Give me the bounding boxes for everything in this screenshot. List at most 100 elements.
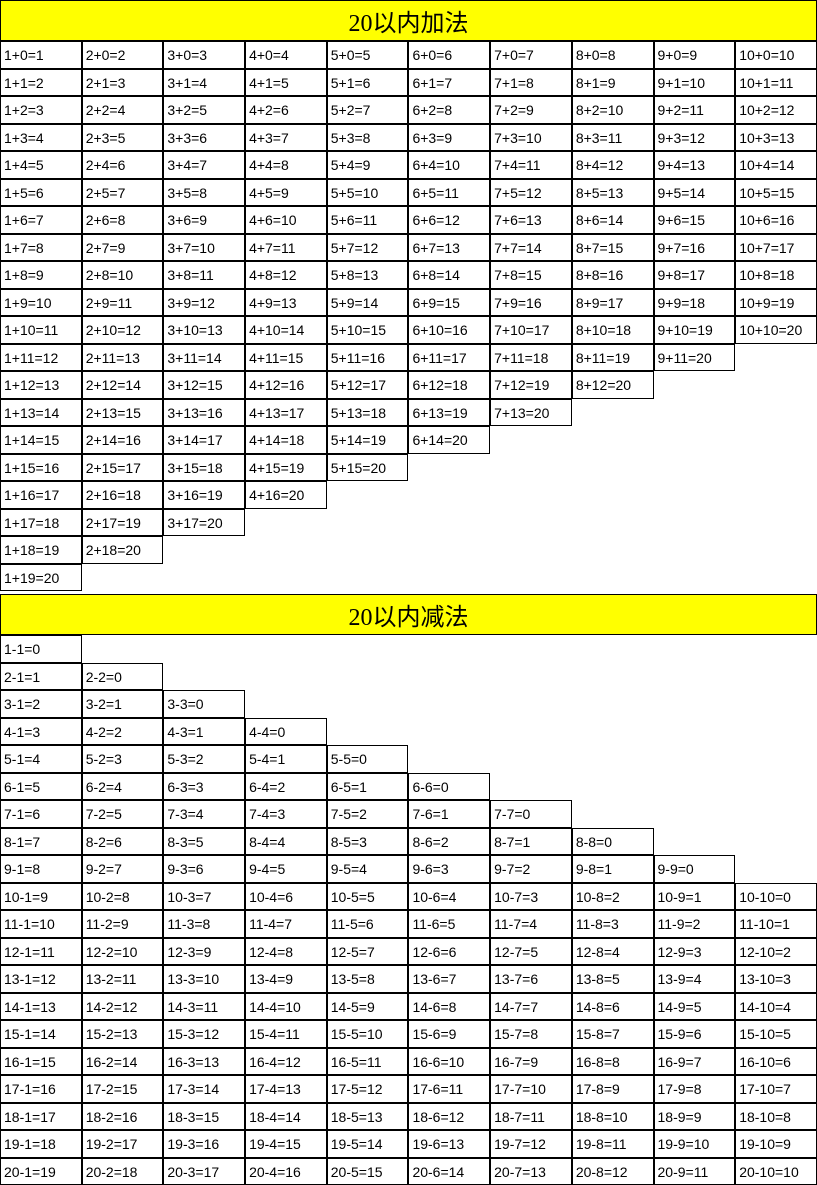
table-cell: 11-10=1 — [735, 910, 817, 938]
table-cell: 1+15=16 — [0, 454, 82, 482]
table-cell: 1+17=18 — [0, 509, 82, 537]
table-cell: 7-1=6 — [0, 800, 82, 828]
table-row: 1+1=22+1=33+1=44+1=55+1=66+1=77+1=88+1=9… — [0, 69, 817, 97]
table-cell: 9-9=0 — [654, 855, 736, 883]
table-cell: 20-5=15 — [327, 1158, 409, 1185]
table-cell: 8-8=0 — [572, 828, 654, 856]
table-cell: 13-7=6 — [490, 965, 572, 993]
table-cell: 4+11=15 — [245, 344, 327, 372]
table-cell: 9-4=5 — [245, 855, 327, 883]
table-cell: 19-9=10 — [654, 1130, 736, 1158]
table-cell: 17-5=12 — [327, 1075, 409, 1103]
table-cell: 7+12=19 — [490, 371, 572, 399]
table-row: 16-1=1516-2=1416-3=1316-4=1216-5=1116-6=… — [0, 1048, 817, 1076]
table-cell: 10+1=11 — [735, 69, 817, 97]
table-cell: 9-3=6 — [163, 855, 245, 883]
table-cell: 4-3=1 — [163, 718, 245, 746]
table-cell: 5-5=0 — [327, 745, 409, 773]
table-cell: 13-6=7 — [408, 965, 490, 993]
table-cell: 16-4=12 — [245, 1048, 327, 1076]
table-cell: 5+8=13 — [327, 261, 409, 289]
table-cell: 10-3=7 — [163, 883, 245, 911]
table-row: 1+6=72+6=83+6=94+6=105+6=116+6=127+6=138… — [0, 206, 817, 234]
table-cell: 10+0=10 — [735, 41, 817, 69]
table-cell: 12-3=9 — [163, 938, 245, 966]
table-cell: 9-8=1 — [572, 855, 654, 883]
table-cell: 19-1=18 — [0, 1130, 82, 1158]
table-cell: 3+3=6 — [163, 124, 245, 152]
table-cell: 15-6=9 — [408, 1020, 490, 1048]
table-cell: 6+11=17 — [408, 344, 490, 372]
table-cell: 1-1=0 — [0, 635, 82, 663]
table-cell: 7-3=4 — [163, 800, 245, 828]
table-cell: 4+8=12 — [245, 261, 327, 289]
table-cell: 13-8=5 — [572, 965, 654, 993]
table-cell: 14-9=5 — [654, 993, 736, 1021]
table-cell: 2+4=6 — [82, 151, 164, 179]
table-cell: 20-6=14 — [408, 1158, 490, 1185]
table-row: 6-1=56-2=46-3=36-4=26-5=16-6=0 — [0, 773, 817, 801]
table-cell: 16-8=8 — [572, 1048, 654, 1076]
table-cell: 3+6=9 — [163, 206, 245, 234]
table-cell: 3+1=4 — [163, 69, 245, 97]
table-cell: 13-1=12 — [0, 965, 82, 993]
table-cell: 6+2=8 — [408, 96, 490, 124]
table-cell: 18-7=11 — [490, 1103, 572, 1131]
table-cell: 2-2=0 — [82, 663, 164, 691]
table-row: 14-1=1314-2=1214-3=1114-4=1014-5=914-6=8… — [0, 993, 817, 1021]
table-cell: 9+8=17 — [654, 261, 736, 289]
table-cell: 7+6=13 — [490, 206, 572, 234]
table-cell: 7-6=1 — [408, 800, 490, 828]
table-cell: 13-5=8 — [327, 965, 409, 993]
table-row: 1+0=12+0=23+0=34+0=45+0=56+0=67+0=78+0=8… — [0, 41, 817, 69]
table-cell: 6+5=11 — [408, 179, 490, 207]
table-cell: 18-5=13 — [327, 1103, 409, 1131]
table-cell: 8+1=9 — [572, 69, 654, 97]
table-cell: 5+3=8 — [327, 124, 409, 152]
table-row: 1+9=102+9=113+9=124+9=135+9=146+9=157+9=… — [0, 289, 817, 317]
table-row: 1+4=52+4=63+4=74+4=85+4=96+4=107+4=118+4… — [0, 151, 817, 179]
table-cell: 1+16=17 — [0, 481, 82, 509]
table-cell: 2+7=9 — [82, 234, 164, 262]
table-cell: 2+12=14 — [82, 371, 164, 399]
table-cell: 4+14=18 — [245, 426, 327, 454]
table-cell: 5+15=20 — [327, 454, 409, 482]
table-cell: 6+14=20 — [408, 426, 490, 454]
table-row: 10-1=910-2=810-3=710-4=610-5=510-6=410-7… — [0, 883, 817, 911]
table-cell: 8-3=5 — [163, 828, 245, 856]
table-cell: 17-3=14 — [163, 1075, 245, 1103]
table-cell: 14-3=11 — [163, 993, 245, 1021]
table-cell: 4+12=16 — [245, 371, 327, 399]
table-cell: 18-8=10 — [572, 1103, 654, 1131]
table-cell: 4+3=7 — [245, 124, 327, 152]
table-cell: 4+2=6 — [245, 96, 327, 124]
table-cell: 17-7=10 — [490, 1075, 572, 1103]
table-cell: 2+13=15 — [82, 399, 164, 427]
table-cell: 5+4=9 — [327, 151, 409, 179]
table-cell: 5+1=6 — [327, 69, 409, 97]
table-cell: 7+5=12 — [490, 179, 572, 207]
table-cell: 3+17=20 — [163, 509, 245, 537]
table-cell: 2+11=13 — [82, 344, 164, 372]
table-row: 15-1=1415-2=1315-3=1215-4=1115-5=1015-6=… — [0, 1020, 817, 1048]
table-cell: 9+3=12 — [654, 124, 736, 152]
table-cell: 4+6=10 — [245, 206, 327, 234]
table-cell: 10-10=0 — [735, 883, 817, 911]
table-cell: 6+9=15 — [408, 289, 490, 317]
table-cell: 6-4=2 — [245, 773, 327, 801]
table-cell: 2+17=19 — [82, 509, 164, 537]
table-cell: 18-6=12 — [408, 1103, 490, 1131]
table-cell: 14-2=12 — [82, 993, 164, 1021]
table-cell: 10-8=2 — [572, 883, 654, 911]
table-cell: 8+10=18 — [572, 316, 654, 344]
table-cell: 11-6=5 — [408, 910, 490, 938]
table-row: 1+2=32+2=43+2=54+2=65+2=76+2=87+2=98+2=1… — [0, 96, 817, 124]
table-cell: 14-6=8 — [408, 993, 490, 1021]
table-cell: 7+2=9 — [490, 96, 572, 124]
table-cell: 3+15=18 — [163, 454, 245, 482]
table-cell: 6-1=5 — [0, 773, 82, 801]
table-row: 5-1=45-2=35-3=25-4=15-5=0 — [0, 745, 817, 773]
table-cell: 7+9=16 — [490, 289, 572, 317]
table-cell: 16-10=6 — [735, 1048, 817, 1076]
table-cell: 1+6=7 — [0, 206, 82, 234]
